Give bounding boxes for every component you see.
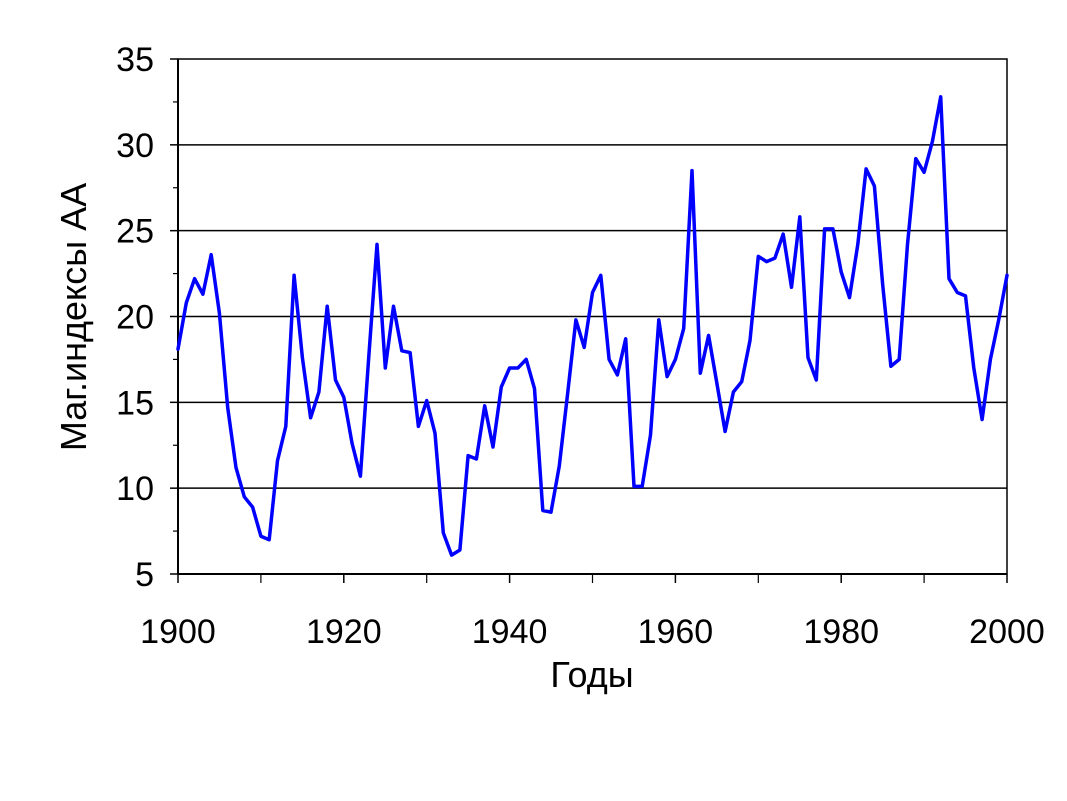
- x-tick-label: 1940: [472, 613, 548, 651]
- x-tick-label: 1920: [306, 613, 382, 651]
- x-axis-ticks: 1900 1920 1940 1960 1980 2000: [140, 574, 1045, 651]
- y-tick-label: 20: [116, 299, 154, 337]
- y-axis-title: Маг.индексы АА: [53, 183, 94, 451]
- y-tick-label: 15: [116, 384, 154, 422]
- x-tick-label: 1980: [803, 613, 879, 651]
- x-tick-label: 2000: [969, 613, 1045, 651]
- series-layer: [176, 95, 1009, 557]
- y-tick-label: 25: [116, 213, 154, 251]
- x-tick-label: 1900: [140, 613, 216, 651]
- y-tick-label: 35: [116, 41, 154, 79]
- y-tick-label: 10: [116, 470, 154, 508]
- series-line: [176, 95, 1009, 557]
- x-tick-label: 1960: [638, 613, 714, 651]
- y-tick-label: 30: [116, 127, 154, 165]
- y-axis-ticks: 5 10 15 20 25 30 35: [116, 41, 178, 594]
- x-axis-title: Годы: [550, 654, 633, 695]
- y-tick-label: 5: [135, 556, 154, 594]
